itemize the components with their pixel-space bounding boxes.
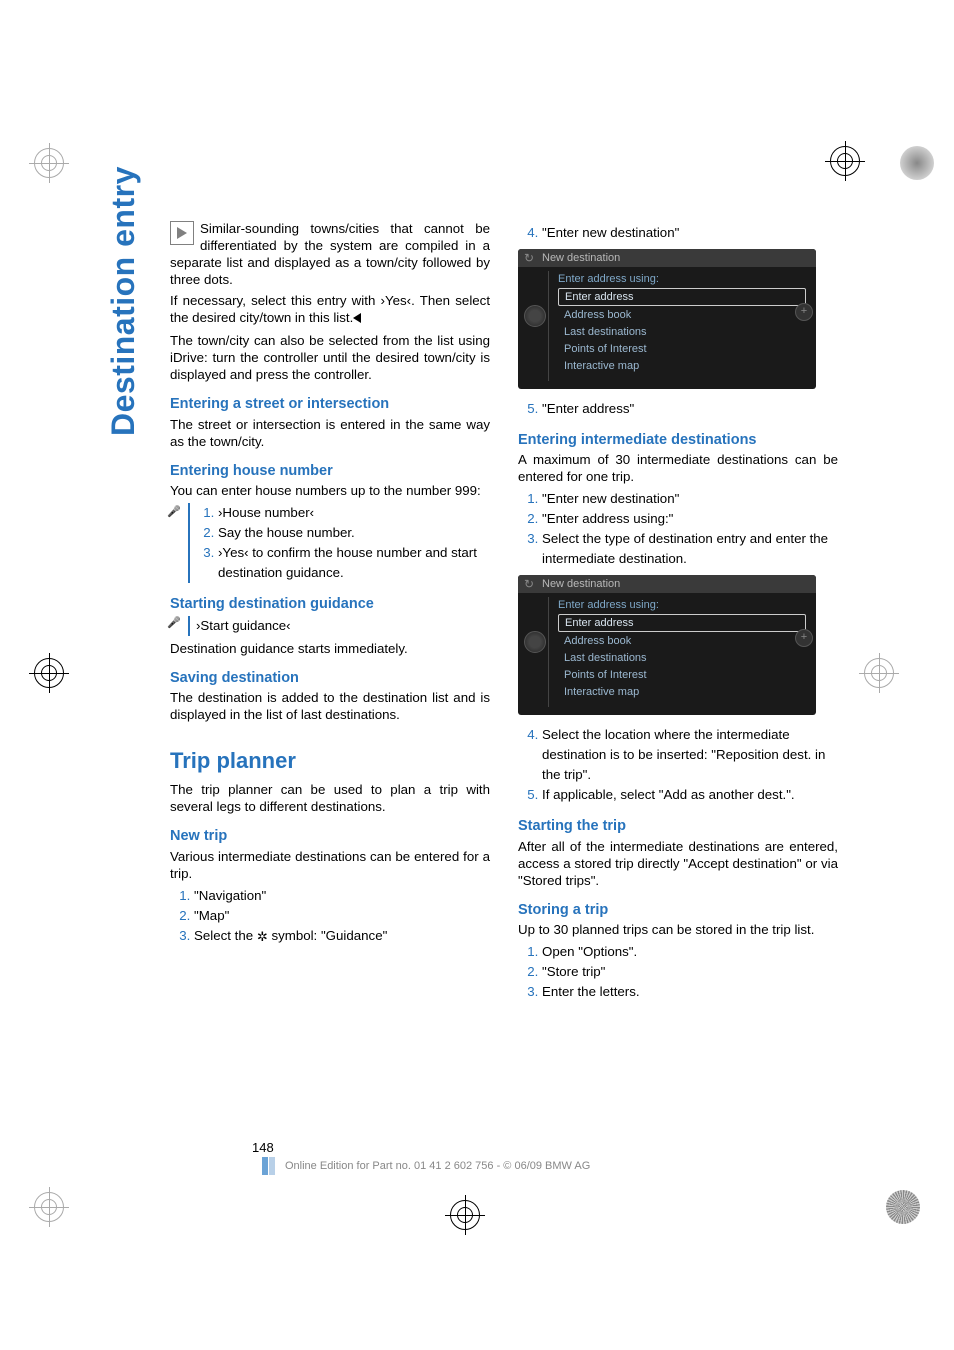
list-item: "Map" bbox=[194, 906, 490, 926]
starburst-mark bbox=[886, 1190, 920, 1224]
list-item: "Enter address" bbox=[542, 399, 838, 419]
continued-steps-3: Select the location where the intermedia… bbox=[518, 725, 838, 805]
page-footer: 148 Online Edition for Part no. 01 41 2 … bbox=[170, 1140, 840, 1175]
side-tab-label: Destination entry bbox=[105, 166, 142, 436]
list-item: Select the location where the intermedia… bbox=[542, 725, 838, 785]
para-street: The street or intersection is entered in… bbox=[170, 416, 490, 450]
register-mark bbox=[34, 148, 64, 178]
scr-subtitle: Enter address using: bbox=[558, 599, 806, 611]
left-column: Similar-sounding towns/cities that canno… bbox=[170, 220, 490, 1006]
note-text-2: If necessary, select this entry with ›Ye… bbox=[170, 292, 490, 326]
right-column: "Enter new destination" New destination … bbox=[518, 220, 838, 1006]
heading-start-guidance: Starting destination guidance bbox=[170, 595, 490, 614]
note-block: Similar-sounding towns/cities that canno… bbox=[170, 220, 490, 326]
para-start: Destination guidance starts immediately. bbox=[170, 640, 490, 657]
para-trip: The trip planner can be used to plan a t… bbox=[170, 781, 490, 815]
para-starting-trip: After all of the intermediate destinatio… bbox=[518, 838, 838, 889]
heading-house: Entering house number bbox=[170, 462, 490, 481]
voice-command-text: ›Start guidance‹ bbox=[196, 618, 291, 633]
register-mark bbox=[34, 1192, 64, 1222]
end-triangle-icon bbox=[353, 313, 361, 323]
list-item: Select the ✲ symbol: "Guidance" bbox=[194, 926, 490, 947]
list-item: Open "Options". bbox=[542, 942, 838, 962]
voice-icon bbox=[168, 618, 182, 630]
intermediate-steps: "Enter new destination" "Enter address u… bbox=[518, 489, 838, 569]
page-number: 148 bbox=[252, 1140, 840, 1155]
list-item: "Enter address using:" bbox=[542, 509, 838, 529]
list-item: "Enter new destination" bbox=[542, 489, 838, 509]
scr-item: Address book bbox=[558, 307, 806, 323]
store-steps: Open "Options". "Store trip" Enter the l… bbox=[518, 942, 838, 1002]
gear-icon: ✲ bbox=[257, 927, 268, 947]
scr-title: New destination bbox=[518, 575, 816, 593]
voice-command-block: ›Start guidance‹ bbox=[188, 616, 490, 636]
scr-item: Points of Interest bbox=[558, 667, 806, 683]
note-text-3: The town/city can also be selected from … bbox=[170, 332, 490, 383]
register-mark bbox=[34, 658, 64, 688]
voice-command-block: ›House number‹ Say the house number. ›Ye… bbox=[188, 503, 490, 583]
plus-icon: + bbox=[795, 303, 813, 321]
scr-item: Interactive map bbox=[558, 684, 806, 700]
footer-bar-1 bbox=[262, 1157, 268, 1175]
scr-item: Address book bbox=[558, 633, 806, 649]
scr-item: Last destinations bbox=[558, 650, 806, 666]
list-item: "Store trip" bbox=[542, 962, 838, 982]
para-house: You can enter house numbers up to the nu… bbox=[170, 482, 490, 499]
scr-item: Last destinations bbox=[558, 324, 806, 340]
para-new-trip: Various intermediate destinations can be… bbox=[170, 848, 490, 882]
para-save: The destination is added to the destinat… bbox=[170, 689, 490, 723]
heading-intermediate: Entering intermediate destinations bbox=[518, 431, 838, 450]
list-item: "Navigation" bbox=[194, 886, 490, 906]
list-item: Select the type of destination entry and… bbox=[542, 529, 838, 569]
scr-item-selected: Enter address bbox=[558, 288, 806, 306]
voice-icon bbox=[168, 507, 182, 519]
note-icon bbox=[170, 221, 194, 245]
para-intermediate: A maximum of 30 intermediate destination… bbox=[518, 451, 838, 485]
page-content: Similar-sounding towns/cities that canno… bbox=[170, 220, 840, 1006]
wheel-icon bbox=[524, 305, 546, 327]
nav-screenshot-1: New destination + Enter address using: E… bbox=[518, 249, 816, 389]
footer-text: Online Edition for Part no. 01 41 2 602 … bbox=[285, 1160, 590, 1172]
list-item: Enter the letters. bbox=[542, 982, 838, 1002]
heading-trip-planner: Trip planner bbox=[170, 747, 490, 775]
footer-bar-2 bbox=[269, 1157, 275, 1175]
note-text-1: Similar-sounding towns/cities that canno… bbox=[170, 220, 490, 288]
register-mark bbox=[830, 146, 860, 176]
para-storing-trip: Up to 30 planned trips can be stored in … bbox=[518, 921, 838, 938]
gradient-mark bbox=[900, 146, 934, 180]
scr-item-selected: Enter address bbox=[558, 614, 806, 632]
heading-save: Saving destination bbox=[170, 669, 490, 688]
scr-title: New destination bbox=[518, 249, 816, 267]
register-mark bbox=[450, 1200, 480, 1230]
nav-screenshot-2: New destination + Enter address using: E… bbox=[518, 575, 816, 715]
list-item: ›House number‹ bbox=[218, 503, 490, 523]
scr-item: Points of Interest bbox=[558, 341, 806, 357]
register-mark bbox=[864, 658, 894, 688]
scr-item: Interactive map bbox=[558, 358, 806, 374]
heading-storing-trip: Storing a trip bbox=[518, 901, 838, 920]
heading-street: Entering a street or intersection bbox=[170, 395, 490, 414]
scr-subtitle: Enter address using: bbox=[558, 273, 806, 285]
list-item: Say the house number. bbox=[218, 523, 490, 543]
house-steps: ›House number‹ Say the house number. ›Ye… bbox=[194, 503, 490, 583]
heading-new-trip: New trip bbox=[170, 827, 490, 846]
heading-starting-trip: Starting the trip bbox=[518, 817, 838, 836]
continued-steps-2: "Enter address" bbox=[518, 399, 838, 419]
list-item: "Enter new destination" bbox=[542, 223, 838, 243]
new-trip-steps: "Navigation" "Map" Select the ✲ symbol: … bbox=[170, 886, 490, 946]
list-item: If applicable, select "Add as another de… bbox=[542, 785, 838, 805]
list-item: ›Yes‹ to confirm the house number and st… bbox=[218, 543, 490, 583]
continued-steps-1: "Enter new destination" bbox=[518, 223, 838, 243]
